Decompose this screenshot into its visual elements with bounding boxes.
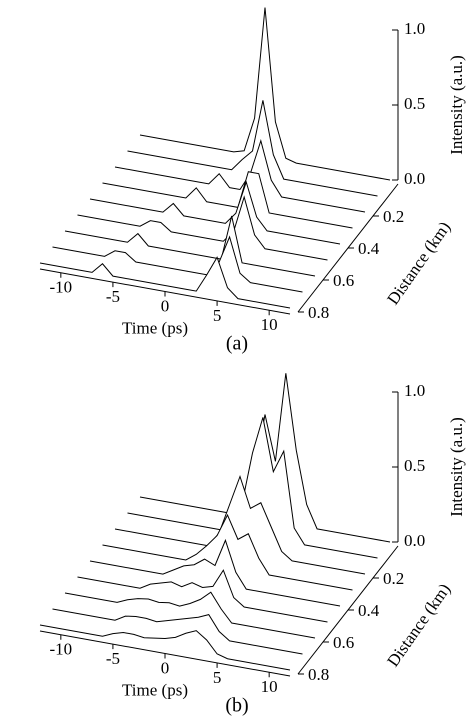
x-tick-label: -10 [49,278,72,297]
caption: (a) [226,333,248,355]
trace [139,7,391,181]
trace [39,256,291,309]
x-tick-label: 10 [261,677,278,696]
y-tick-label: 0.6 [333,271,354,290]
y-tick-label: 0.6 [333,633,354,652]
trace-mask [127,417,378,558]
trace-mask [40,257,290,308]
trace [52,608,303,655]
trace [39,624,291,671]
z-tick-label: 0.0 [404,531,425,550]
trace-mask [77,570,328,622]
trace [89,180,341,245]
trace [114,474,366,575]
trace [127,100,378,197]
y-axis-label: Distance (km) [383,218,454,308]
y-tick-label: 0.8 [308,665,329,684]
x-tick-label: -5 [106,287,120,306]
y-tick-label: 0.2 [383,569,404,588]
trace-mask [115,476,365,574]
z-tick-label: 1.0 [404,19,425,38]
z-axis-label: Intensity (a.u.) [447,417,466,517]
x-tick-label: 5 [213,306,222,325]
trace [64,591,316,639]
z-tick-label: 0.5 [404,94,425,113]
trace-mask [90,540,340,606]
x-axis-label: Time (ps) [122,680,188,699]
trace [127,417,378,559]
x-tick-label: 5 [213,668,222,687]
x-tick-label: -5 [106,649,120,668]
x-tick-label: 0 [161,658,170,677]
y-tick-label: 0.8 [308,303,329,322]
trace [114,138,366,213]
trace-mask [52,236,303,292]
trace [102,171,353,229]
y-axis-label: Distance (km) [383,580,454,670]
trace [139,373,391,543]
trace [77,569,328,623]
x-tick-label: -10 [49,640,72,659]
x-axis-label: Time (ps) [122,318,188,337]
trace [77,195,328,261]
x-tick-label: 0 [161,296,170,315]
caption: (b) [225,695,248,717]
trace-mask [140,7,390,180]
z-tick-label: 0.5 [404,456,425,475]
y-tick-label: 0.4 [358,239,380,258]
trace [64,215,316,277]
z-axis-label: Intensity (a.u.) [447,55,466,155]
trace [89,538,341,607]
y-tick-label: 0.2 [383,207,404,226]
x-tick-label: 10 [261,315,278,334]
trace [102,513,353,591]
z-tick-label: 1.0 [404,381,425,400]
trace [52,235,303,293]
z-tick-label: 0.0 [404,169,425,188]
trace-mask [102,171,353,228]
trace-mask [65,592,315,638]
y-tick-label: 0.4 [358,601,380,620]
trace-mask [90,182,340,244]
